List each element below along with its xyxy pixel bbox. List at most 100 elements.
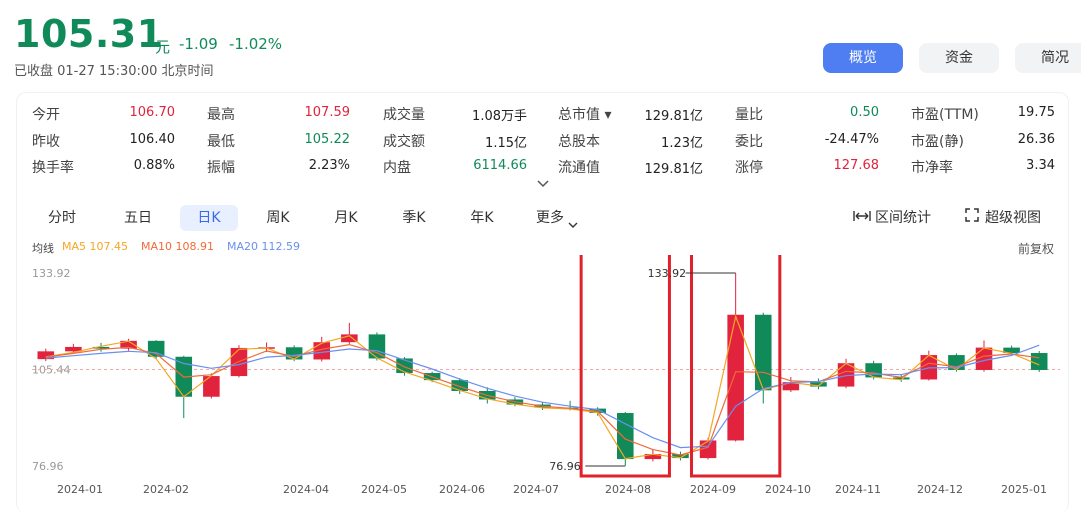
- stat-label: 振幅: [207, 160, 235, 176]
- x-tick-label: 2025-01: [1001, 483, 1047, 496]
- stat-value: 3.34: [1026, 158, 1055, 173]
- stat-value: 106.40: [129, 132, 176, 147]
- candle-body: [451, 380, 468, 391]
- x-tick-label: 2024-09: [690, 483, 736, 496]
- range-icon: [853, 205, 871, 231]
- price-change: -1.09: [179, 35, 218, 53]
- annotation-low: 76.96: [549, 460, 581, 473]
- x-tick-label: 2024-01: [57, 483, 103, 496]
- y-tick-label: 76.96: [32, 460, 64, 473]
- candle-body: [754, 314, 772, 391]
- stat-label: 最高: [207, 107, 235, 123]
- super-view-label: 超级视图: [985, 210, 1041, 226]
- tab-funds[interactable]: 资金: [919, 43, 999, 73]
- candle-body: [920, 355, 938, 380]
- candle-body: [65, 346, 82, 352]
- period-monthly-k[interactable]: 月K: [334, 210, 358, 226]
- candle-body: [699, 440, 717, 459]
- current-price: 105.31: [14, 12, 164, 56]
- stat-value: 0.50: [850, 105, 879, 120]
- stat-value: 107.59: [304, 105, 351, 120]
- stat-label: 成交量: [383, 107, 425, 123]
- candle-body: [865, 363, 882, 378]
- candle-body: [672, 454, 689, 459]
- period-intraday[interactable]: 分时: [48, 210, 76, 226]
- candle-body: [644, 454, 662, 460]
- range-stats-button[interactable]: 区间统计: [853, 205, 931, 231]
- x-tick-label: 2024-05: [361, 483, 407, 496]
- stat-value: 1.15亿: [485, 136, 527, 151]
- candle-body: [782, 382, 800, 391]
- candle-body: [1003, 347, 1020, 354]
- stat-value: 106.70: [129, 105, 176, 120]
- stat-label: 市净率: [911, 160, 953, 176]
- price-unit: 元: [155, 38, 171, 56]
- x-tick-label: 2024-06: [439, 483, 485, 496]
- highlight-box: [579, 255, 671, 478]
- stat-value: 127.68: [833, 158, 880, 173]
- stat-value: 1.23亿: [661, 136, 703, 151]
- range-stats-label: 区间统计: [875, 210, 931, 226]
- candle-body: [203, 376, 220, 397]
- stat-label: 涨停: [735, 160, 763, 176]
- stat-value: 129.81亿: [644, 162, 704, 177]
- candle-body: [837, 363, 855, 387]
- period-quarterly-k[interactable]: 季K: [402, 210, 426, 226]
- candle-body: [92, 346, 110, 349]
- ma-line-ma10: [45, 343, 1040, 456]
- x-tick-label: 2024-08: [605, 483, 651, 496]
- chevron-down-icon[interactable]: [537, 178, 549, 191]
- period-daily-k[interactable]: 日K: [180, 205, 238, 231]
- x-tick-label: 2024-10: [765, 483, 811, 496]
- stat-label: 市盈(静): [911, 134, 964, 150]
- ma10-legend: MA10 108.91: [141, 240, 214, 253]
- x-tick-label: 2024-04: [283, 483, 329, 496]
- quote-panel: [16, 92, 1069, 513]
- super-view-button[interactable]: 超级视图: [965, 205, 1041, 231]
- highlight-box: [690, 255, 782, 478]
- candle-body: [341, 334, 358, 343]
- x-tick-label: 2024-11: [835, 483, 881, 496]
- period-more[interactable]: 更多: [536, 210, 564, 226]
- fullscreen-icon: [965, 205, 979, 231]
- stat-value: 26.36: [1017, 132, 1055, 147]
- stat-label: 成交额: [383, 134, 425, 150]
- stat-label: 换手率: [32, 160, 74, 176]
- stat-value: 0.88%: [133, 158, 175, 173]
- stat-value: 19.75: [1017, 105, 1055, 120]
- tab-overview[interactable]: 概览: [823, 43, 903, 73]
- candle-body: [285, 347, 303, 360]
- stat-label: 总股本: [558, 134, 600, 150]
- candle-body: [727, 314, 744, 441]
- price-change-percent: -1.02%: [229, 35, 283, 53]
- ma5-legend: MA5 107.45: [62, 240, 128, 253]
- stat-label: 量比: [735, 107, 763, 123]
- stat-label[interactable]: 总市值 ▾: [558, 107, 612, 123]
- x-tick-label: 2024-12: [917, 483, 963, 496]
- annotation-high: 133.92: [648, 267, 687, 280]
- more-chevron-icon[interactable]: [568, 214, 578, 233]
- ma-line-ma20: [45, 344, 1040, 449]
- ma-line-ma5: [45, 314, 1040, 460]
- candle-body: [368, 334, 386, 359]
- period-five-day[interactable]: 五日: [124, 210, 152, 226]
- stat-label: 内盘: [383, 160, 411, 176]
- period-weekly-k[interactable]: 周K: [266, 210, 290, 226]
- ma20-legend: MA20 112.59: [227, 240, 300, 253]
- stat-label: 市盈(TTM): [911, 107, 979, 123]
- tab-profile[interactable]: 简况: [1015, 43, 1081, 73]
- stat-value: 6114.66: [473, 158, 527, 173]
- stat-value: 129.81亿: [644, 109, 704, 124]
- ma-legend-title: 均线: [32, 242, 54, 255]
- stat-label: 流通值: [558, 160, 600, 176]
- stat-value: -24.47%: [824, 132, 879, 147]
- candle-body: [313, 342, 331, 360]
- period-yearly-k[interactable]: 年K: [470, 210, 494, 226]
- adjustment-label[interactable]: 前复权: [1018, 242, 1055, 256]
- stat-label: 最低: [207, 134, 235, 150]
- stat-value: 1.08万手: [472, 109, 527, 124]
- x-tick-label: 2024-02: [143, 483, 189, 496]
- x-tick-label: 2024-07: [513, 483, 559, 496]
- quote-header: 105.31 元 -1.09 -1.02% 已收盘 01-27 15:30:00…: [0, 0, 1081, 88]
